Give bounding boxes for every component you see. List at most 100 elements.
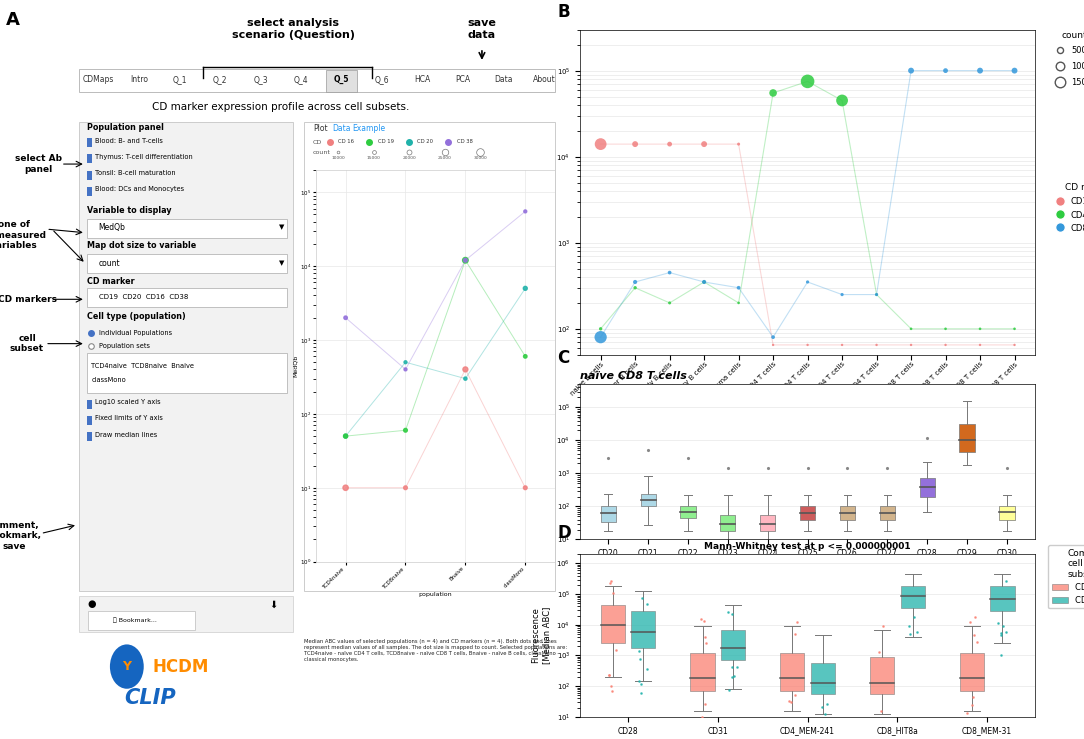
Text: Tonsil: B-cell maturation: Tonsil: B-cell maturation bbox=[95, 170, 176, 176]
Point bbox=[592, 323, 609, 335]
Y-axis label: Fluorescence
[Median ABC]: Fluorescence [Median ABC] bbox=[531, 607, 551, 664]
Text: Individual Populations: Individual Populations bbox=[99, 330, 171, 336]
Point bbox=[696, 276, 713, 288]
Point bbox=[397, 364, 414, 375]
FancyBboxPatch shape bbox=[87, 353, 287, 393]
Text: Q_3: Q_3 bbox=[254, 75, 268, 84]
Text: one of
11measured
variables: one of 11measured variables bbox=[0, 220, 46, 250]
Text: D: D bbox=[557, 524, 571, 542]
Text: Median ABC values of selected populations (n = 4) and CD markers (n = 4). Both d: Median ABC values of selected population… bbox=[305, 639, 568, 661]
Text: HCDM: HCDM bbox=[152, 658, 208, 675]
Text: CD 19: CD 19 bbox=[377, 140, 393, 144]
Point bbox=[456, 254, 474, 266]
Text: classMono: classMono bbox=[91, 377, 126, 383]
FancyBboxPatch shape bbox=[87, 288, 287, 307]
Text: 25000: 25000 bbox=[438, 156, 452, 160]
Point bbox=[834, 289, 851, 301]
Text: CD 38: CD 38 bbox=[456, 140, 473, 144]
Text: save
data: save data bbox=[467, 18, 496, 40]
Bar bbox=[87, 432, 92, 441]
Point bbox=[696, 138, 713, 150]
Text: Population sets: Population sets bbox=[99, 343, 150, 349]
Text: 10000: 10000 bbox=[332, 156, 345, 160]
Text: C: C bbox=[557, 349, 569, 367]
FancyBboxPatch shape bbox=[79, 122, 293, 591]
Text: Q_1: Q_1 bbox=[172, 75, 186, 84]
Point bbox=[1006, 65, 1023, 77]
Text: Q_5: Q_5 bbox=[334, 75, 349, 84]
Text: Draw median lines: Draw median lines bbox=[95, 432, 157, 437]
Text: Thymus: T-cell differentiation: Thymus: T-cell differentiation bbox=[95, 154, 193, 160]
Point bbox=[517, 205, 534, 217]
Text: Data: Data bbox=[494, 75, 513, 84]
Point bbox=[730, 282, 747, 293]
Text: CD: CD bbox=[312, 140, 322, 145]
Text: CDMaps: CDMaps bbox=[83, 75, 114, 84]
Text: MedQb: MedQb bbox=[99, 223, 126, 232]
Point bbox=[868, 289, 886, 301]
Point bbox=[834, 339, 851, 351]
X-axis label: population: population bbox=[418, 592, 452, 597]
Text: ⬇: ⬇ bbox=[270, 599, 278, 610]
Text: ▼: ▼ bbox=[279, 225, 284, 231]
FancyBboxPatch shape bbox=[87, 219, 287, 238]
Text: Q_4: Q_4 bbox=[294, 75, 308, 84]
Point bbox=[868, 289, 886, 301]
Point bbox=[730, 297, 747, 309]
Point bbox=[1006, 339, 1023, 351]
FancyBboxPatch shape bbox=[87, 254, 287, 273]
Bar bbox=[87, 187, 92, 196]
Point bbox=[337, 430, 354, 442]
Point bbox=[592, 138, 609, 150]
Point bbox=[902, 65, 919, 77]
Point bbox=[337, 430, 354, 442]
FancyBboxPatch shape bbox=[79, 69, 555, 92]
Point bbox=[1006, 323, 1023, 335]
Legend: CD4+ T cells, CD8+ T cells: CD4+ T cells, CD8+ T cells bbox=[1048, 545, 1084, 608]
Text: Data: Data bbox=[333, 124, 351, 133]
Text: A: A bbox=[5, 11, 20, 29]
Point bbox=[971, 65, 989, 77]
Point bbox=[971, 339, 989, 351]
Text: select Ab
panel: select Ab panel bbox=[15, 154, 62, 174]
X-axis label: CD markers: CD markers bbox=[782, 564, 834, 573]
Circle shape bbox=[109, 644, 144, 689]
Text: About: About bbox=[532, 75, 555, 84]
Point bbox=[627, 282, 644, 293]
Text: count: count bbox=[99, 259, 120, 268]
Point bbox=[592, 331, 609, 343]
Text: Population panel: Population panel bbox=[88, 123, 165, 132]
Y-axis label: Fluorescence
[Median ABC]: Fluorescence [Median ABC] bbox=[531, 163, 551, 221]
Text: cell
subset: cell subset bbox=[10, 334, 44, 353]
Point bbox=[627, 276, 644, 288]
FancyBboxPatch shape bbox=[88, 611, 195, 630]
Point bbox=[764, 87, 782, 99]
Text: CD 20: CD 20 bbox=[417, 140, 434, 144]
Text: Example: Example bbox=[352, 124, 386, 133]
Point bbox=[937, 339, 954, 351]
Text: Map dot size to variable: Map dot size to variable bbox=[88, 242, 196, 251]
Point bbox=[799, 75, 816, 87]
Point bbox=[799, 276, 816, 288]
Text: CD markers: CD markers bbox=[0, 295, 56, 304]
Point bbox=[971, 323, 989, 335]
FancyBboxPatch shape bbox=[79, 596, 293, 632]
Point bbox=[764, 339, 782, 351]
Text: ▼: ▼ bbox=[279, 260, 284, 266]
FancyBboxPatch shape bbox=[305, 122, 555, 591]
Point bbox=[397, 356, 414, 368]
Text: Q_6: Q_6 bbox=[375, 75, 389, 84]
Y-axis label: Fluorescence
[Median ABC]: Fluorescence [Median ABC] bbox=[531, 433, 551, 491]
Bar bbox=[87, 171, 92, 180]
Point bbox=[661, 267, 679, 279]
Point bbox=[764, 331, 782, 343]
Text: Y: Y bbox=[122, 660, 131, 673]
Text: TCD4naive  TCD8naive  Bnaive: TCD4naive TCD8naive Bnaive bbox=[91, 363, 194, 369]
Text: Blood: B- and T-cells: Blood: B- and T-cells bbox=[95, 137, 163, 143]
Point bbox=[517, 482, 534, 494]
Point bbox=[627, 138, 644, 150]
Text: Intro: Intro bbox=[130, 75, 149, 84]
Text: CD marker: CD marker bbox=[88, 277, 136, 286]
Point bbox=[937, 65, 954, 77]
Bar bbox=[87, 138, 92, 147]
